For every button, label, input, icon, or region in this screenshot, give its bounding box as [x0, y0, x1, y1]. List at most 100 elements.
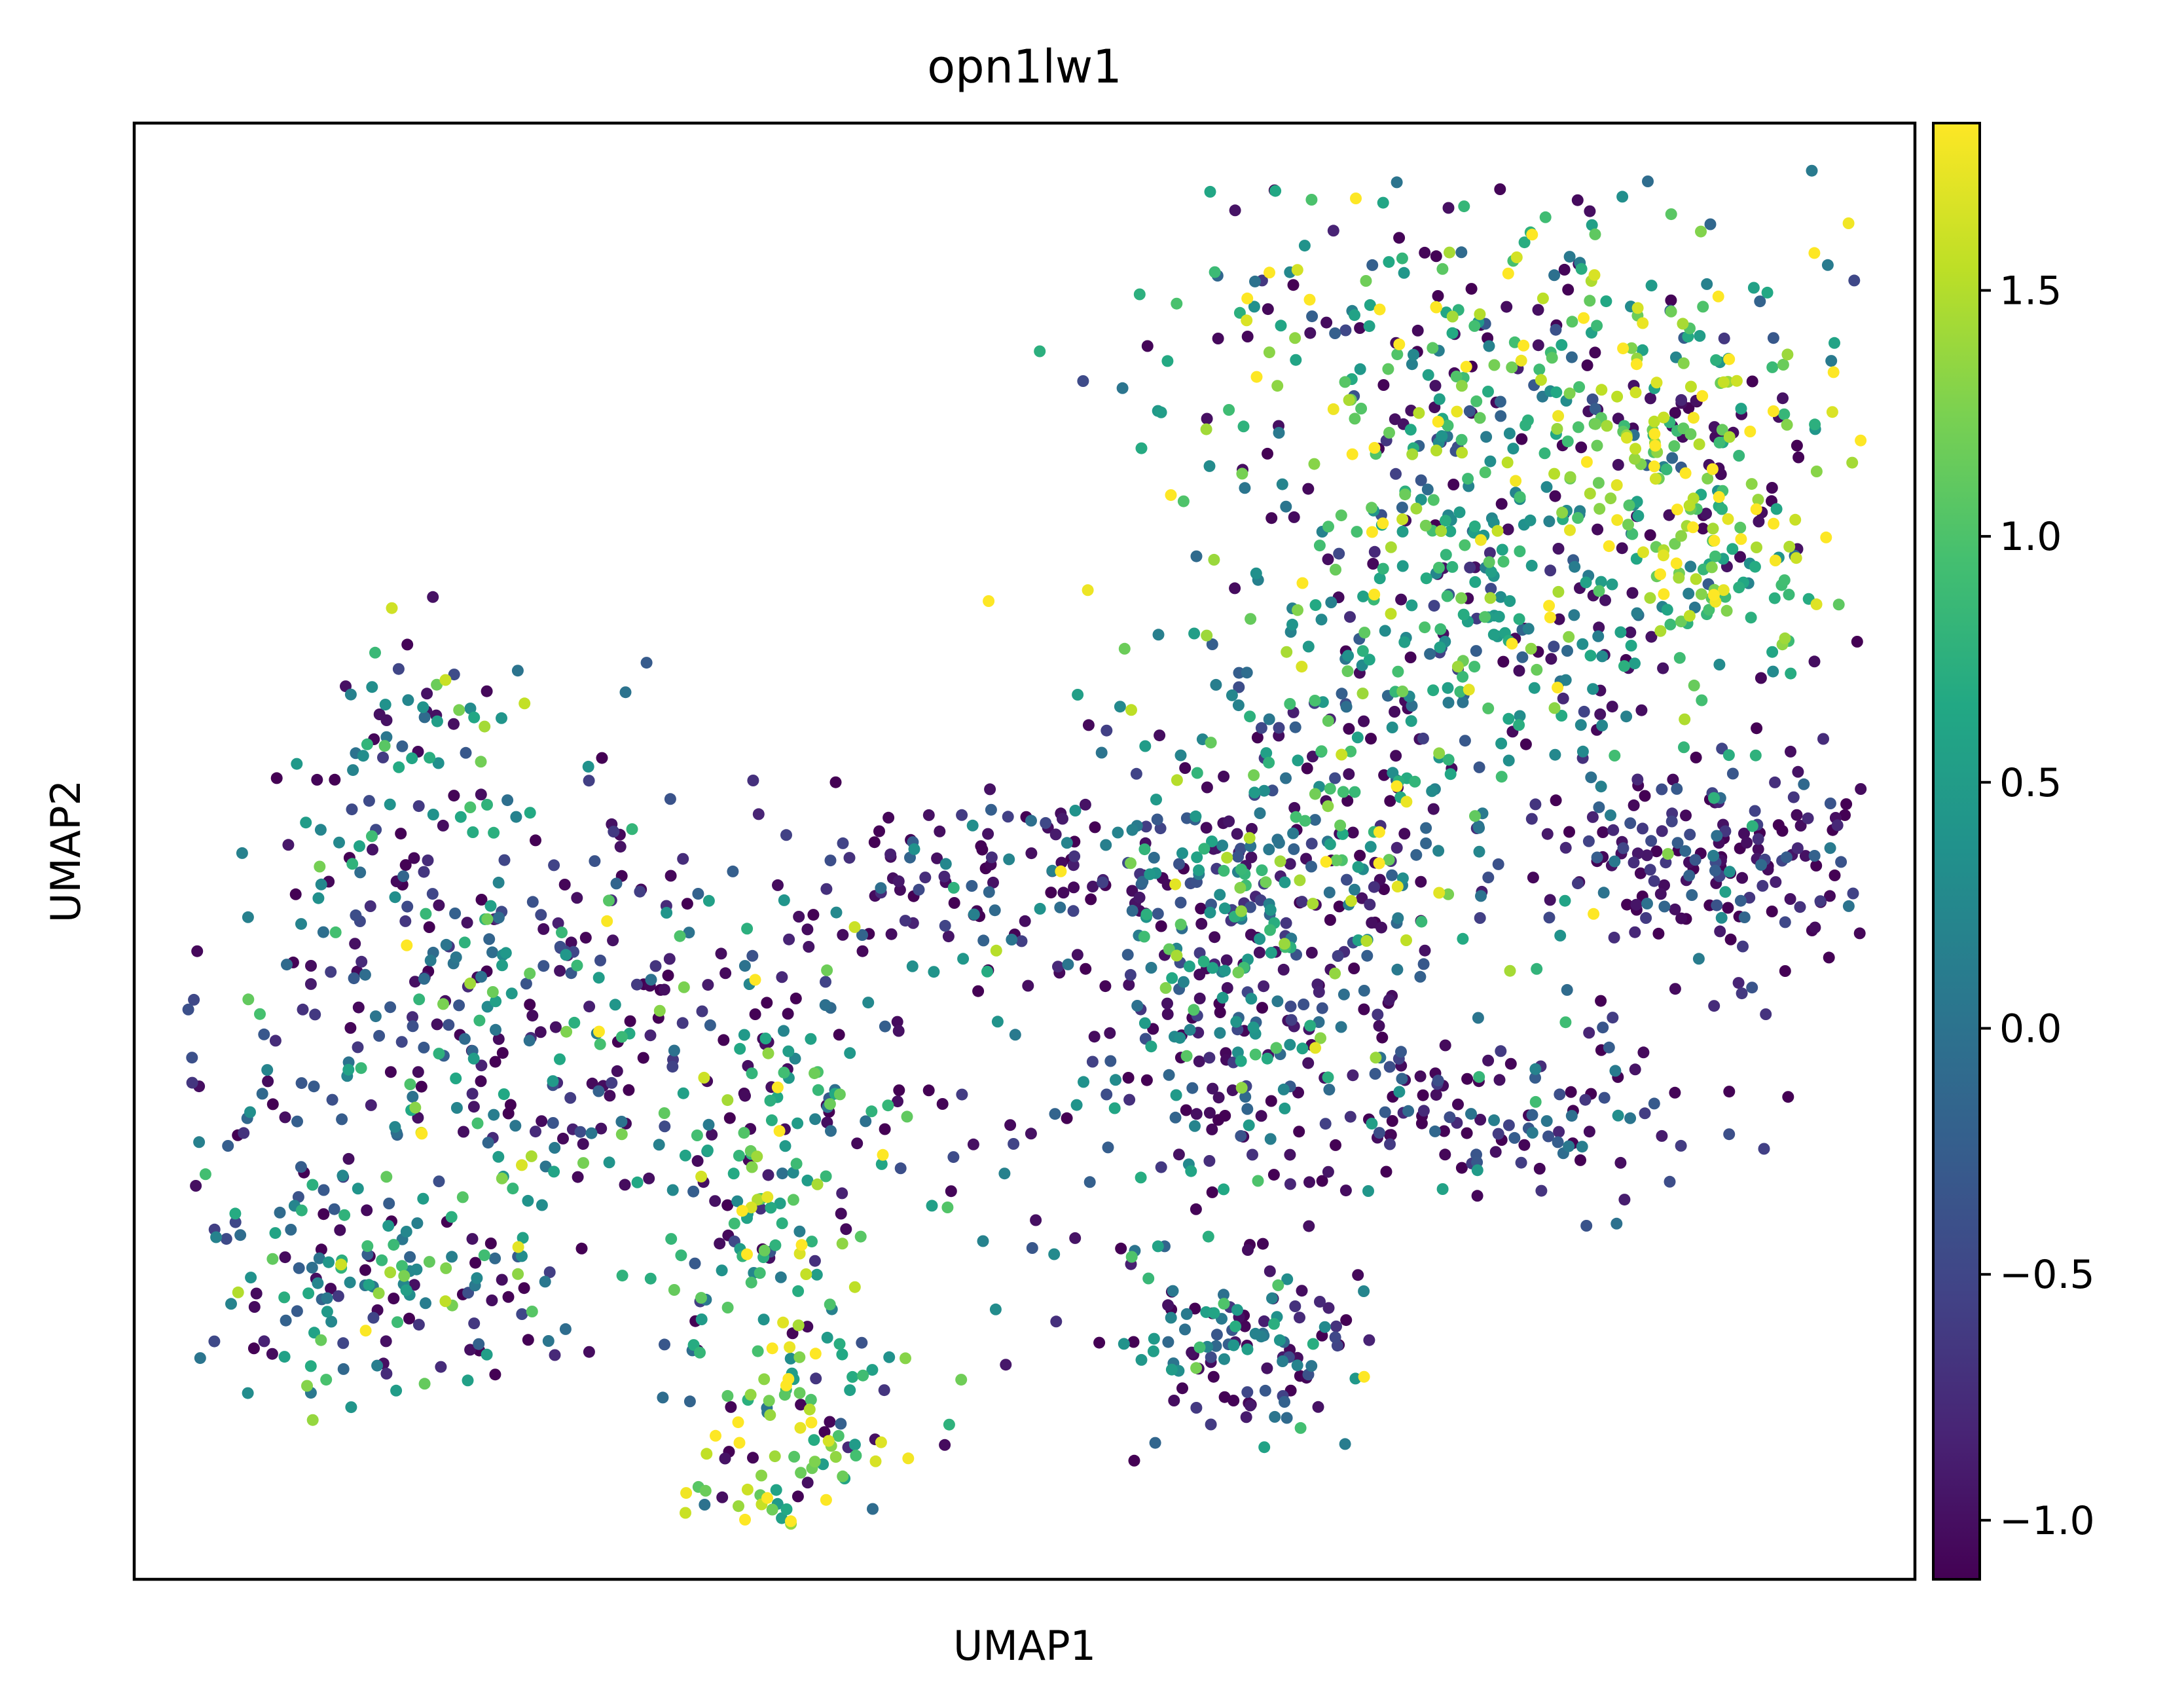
scatter-point — [552, 917, 564, 929]
scatter-point — [824, 854, 837, 867]
scatter-point — [808, 1434, 820, 1446]
scatter-point — [1302, 483, 1315, 495]
scatter-point — [809, 1348, 822, 1360]
scatter-point — [1491, 524, 1504, 537]
scatter-point — [244, 1106, 256, 1118]
scatter-point — [1794, 820, 1807, 832]
scatter-point — [981, 965, 993, 978]
scatter-point — [1772, 819, 1785, 832]
scatter-point — [803, 1403, 816, 1416]
scatter-point — [1543, 600, 1556, 612]
scatter-point — [1305, 947, 1318, 959]
scatter-point — [1362, 1185, 1374, 1197]
scatter-point — [1689, 854, 1702, 866]
scatter-point — [337, 1337, 350, 1349]
scatter-point — [941, 1202, 954, 1213]
x-axis-label: UMAP1 — [953, 1622, 1096, 1670]
scatter-point — [1556, 710, 1568, 722]
scatter-point — [764, 1409, 776, 1422]
scatter-point — [1276, 478, 1288, 490]
scatter-point — [448, 669, 460, 681]
scatter-point — [510, 811, 522, 823]
scatter-point — [1133, 288, 1146, 301]
scatter-point — [1724, 933, 1737, 945]
scatter-point — [939, 1439, 951, 1451]
scatter-point — [420, 1297, 431, 1310]
scatter-point — [1432, 1074, 1444, 1087]
scatter-point — [1677, 357, 1690, 369]
scatter-point — [784, 1352, 797, 1365]
scatter-point — [1576, 1141, 1588, 1153]
scatter-point — [751, 1150, 763, 1163]
scatter-point — [1584, 487, 1596, 500]
scatter-point — [1262, 303, 1274, 316]
scatter-point — [1168, 1395, 1180, 1406]
scatter-point — [725, 1401, 737, 1413]
scatter-point — [1457, 932, 1469, 945]
scatter-point — [325, 966, 337, 978]
scatter-point — [1697, 523, 1709, 535]
scatter-point — [659, 1338, 670, 1351]
scatter-point — [727, 1167, 740, 1180]
scatter-point — [1474, 534, 1487, 546]
scatter-point — [1008, 1138, 1020, 1150]
scatter-point — [615, 1128, 628, 1141]
scatter-point — [1364, 299, 1376, 311]
scatter-point — [595, 1122, 608, 1135]
scatter-point — [344, 688, 357, 701]
scatter-point — [1624, 1112, 1637, 1124]
scatter-point — [1254, 807, 1266, 819]
scatter-point — [1373, 1127, 1385, 1139]
scatter-point — [699, 1499, 711, 1511]
scatter-point — [282, 839, 295, 851]
scatter-point — [1545, 653, 1557, 665]
scatter-point — [536, 1115, 548, 1128]
scatter-point — [1305, 837, 1318, 850]
scatter-point — [1441, 590, 1453, 602]
scatter-point — [321, 1292, 333, 1304]
scatter-point — [1496, 543, 1508, 556]
scatter-point — [1446, 310, 1459, 323]
scatter-point — [1305, 860, 1317, 873]
scatter-point — [1526, 229, 1538, 241]
scatter-point — [413, 993, 426, 1006]
scatter-point — [1495, 410, 1507, 422]
scatter-point — [1408, 348, 1419, 361]
scatter-point — [1693, 438, 1705, 450]
scatter-point — [1529, 1063, 1542, 1075]
scatter-point — [1565, 1086, 1577, 1098]
scatter-point — [1532, 339, 1544, 352]
scatter-point — [1324, 914, 1336, 926]
scatter-point — [1589, 346, 1601, 359]
scatter-point — [674, 930, 686, 942]
scatter-point — [1446, 327, 1459, 339]
scatter-point — [295, 1077, 308, 1090]
scatter-point — [1722, 749, 1735, 762]
scatter-point — [548, 1166, 560, 1178]
scatter-point — [956, 809, 968, 821]
scatter-point — [1280, 772, 1292, 784]
scatter-point — [1794, 901, 1806, 913]
scatter-point — [592, 1085, 605, 1097]
scatter-point — [292, 1191, 304, 1203]
scatter-point — [1713, 659, 1726, 670]
scatter-point — [222, 1140, 234, 1152]
scatter-point — [524, 967, 536, 980]
scatter-point — [266, 1253, 279, 1265]
scatter-point — [1148, 1332, 1160, 1345]
scatter-point — [1706, 463, 1719, 475]
scatter-point — [329, 773, 341, 786]
scatter-point — [502, 1107, 515, 1120]
scatter-point — [1640, 912, 1652, 924]
scatter-point — [1273, 722, 1285, 734]
scatter-point — [1245, 613, 1257, 625]
scatter-point — [1244, 1399, 1256, 1412]
scatter-point — [537, 923, 550, 935]
scatter-point — [1121, 949, 1134, 961]
scatter-point — [1701, 278, 1713, 290]
scatter-point — [1644, 864, 1656, 876]
scatter-point — [1324, 838, 1336, 851]
scatter-point — [1214, 1006, 1226, 1019]
scatter-point — [1234, 881, 1247, 894]
scatter-point — [1696, 694, 1708, 707]
